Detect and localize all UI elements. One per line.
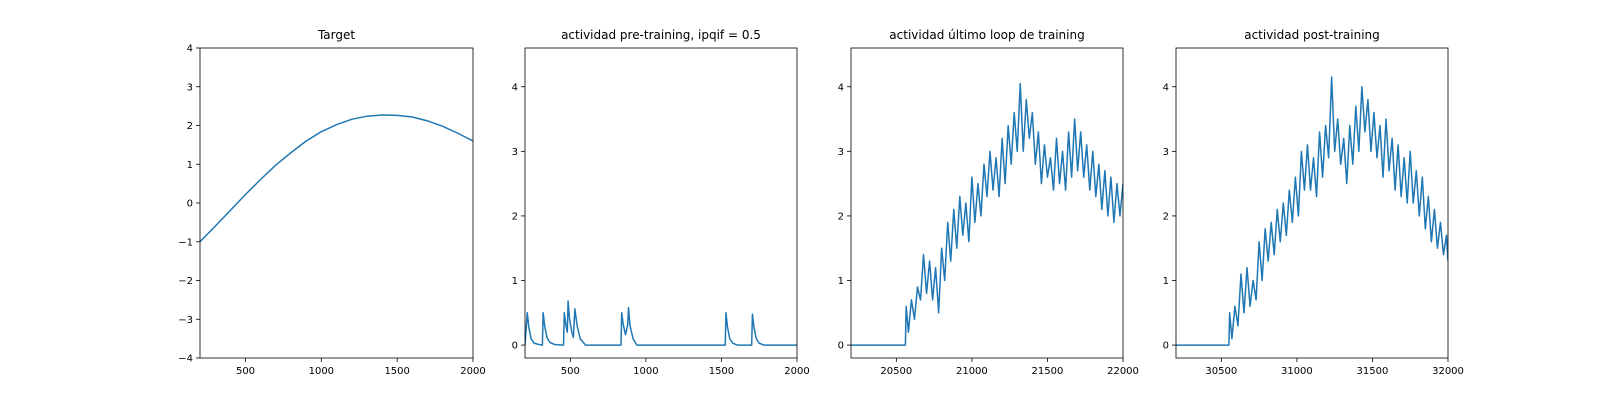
x-tick-label: 30500	[1205, 366, 1237, 377]
x-tick-label: 22000	[1107, 366, 1139, 377]
y-tick-label: 3	[838, 147, 844, 158]
x-tick-label: 1500	[709, 366, 734, 377]
y-tick-label: 0	[838, 341, 844, 352]
y-tick-label: −3	[178, 315, 193, 326]
chart-title: Target	[317, 28, 355, 42]
y-tick-label: −4	[178, 354, 193, 365]
y-tick-label: 1	[1163, 276, 1169, 287]
y-tick-label: 2	[187, 121, 193, 132]
x-tick-label: 31500	[1357, 366, 1389, 377]
last-training-loop-panel: 20500 21000 21500 22000 0 1 2 3 4 actividad últim…	[838, 28, 1139, 377]
y-tick-label: 4	[838, 82, 844, 93]
x-tick-label: 2000	[784, 366, 809, 377]
y-tick-label: 2	[1163, 211, 1169, 222]
chart-title: actividad último loop de training	[889, 28, 1084, 42]
y-tick-label: 1	[187, 160, 193, 171]
series-line-0	[200, 114, 473, 243]
x-tick-label: 32000	[1432, 366, 1464, 377]
axes-frame	[850, 47, 1124, 359]
y-tick-label: −2	[178, 276, 193, 287]
x-tick-label: 21500	[1032, 366, 1064, 377]
x-tick-label: 500	[236, 366, 255, 377]
x-tick-label: 500	[561, 366, 580, 377]
target-panel: 500 1000 1500 2000 −4 −3 −2 −1 0 1 2 3 4 Target	[178, 28, 485, 377]
x-tick-label: 20500	[880, 366, 912, 377]
x-tick-label: 2000	[460, 366, 485, 377]
x-tick-label: 1000	[309, 366, 334, 377]
x-tick-label: 21000	[956, 366, 988, 377]
y-tick-label: 3	[512, 147, 518, 158]
post-training-panel: 30500 31000 31500 32000 0 1 2 3 4 actividad post-…	[1163, 28, 1464, 377]
pre-training-panel: 500 1000 1500 2000 0 1 2 3 4 actividad pre-traini…	[512, 28, 810, 377]
y-tick-label: 1	[512, 276, 518, 287]
y-tick-label: 4	[1163, 82, 1169, 93]
x-tick-label: 1500	[384, 366, 409, 377]
series-line-0	[1176, 76, 1448, 346]
y-tick-label: 2	[512, 211, 518, 222]
series-line-0	[851, 82, 1123, 346]
y-tick-label: 4	[512, 82, 518, 93]
y-tick-label: 0	[1163, 341, 1169, 352]
y-tick-label: 1	[838, 276, 844, 287]
y-tick-label: 3	[187, 82, 193, 93]
axes-frame	[199, 47, 474, 359]
y-tick-label: 0	[512, 341, 518, 352]
y-tick-label: 0	[187, 199, 193, 210]
axes-frame	[1175, 47, 1449, 359]
y-tick-label: −1	[178, 237, 193, 248]
series-line-0	[525, 300, 797, 346]
chart-title: actividad pre-training, ipqif = 0.5	[561, 28, 761, 42]
chart-title: actividad post-training	[1244, 28, 1380, 42]
x-tick-label: 31000	[1281, 366, 1313, 377]
y-tick-label: 4	[187, 44, 193, 55]
y-tick-label: 3	[1163, 147, 1169, 158]
y-tick-label: 2	[838, 211, 844, 222]
axes-frame	[524, 47, 798, 359]
x-tick-label: 1000	[633, 366, 658, 377]
